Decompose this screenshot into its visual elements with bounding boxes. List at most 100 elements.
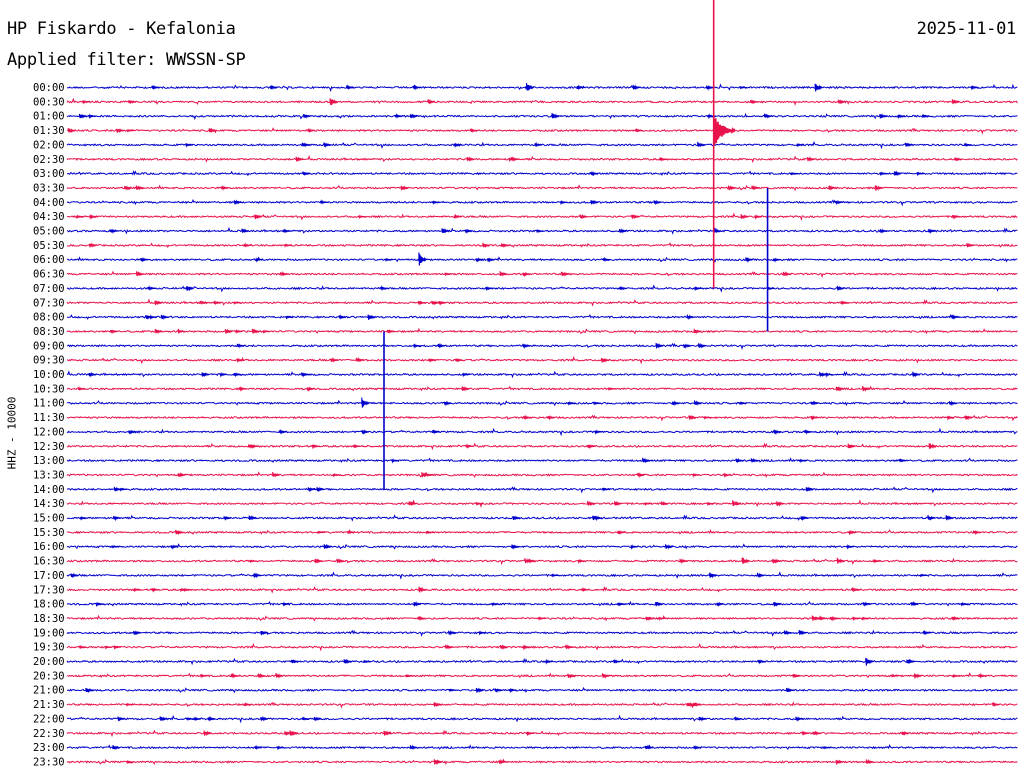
event-burst: [645, 616, 654, 622]
event-burst: [897, 113, 906, 120]
event-burst: [95, 601, 104, 608]
event-burst: [251, 328, 261, 334]
event-burst: [394, 113, 403, 119]
event-burst: [147, 285, 156, 291]
event-burst: [898, 458, 907, 463]
event-burst: [922, 113, 930, 119]
event-burst: [750, 99, 759, 105]
row-time-label: 18:00: [33, 599, 65, 611]
event-burst: [260, 630, 269, 636]
row-time-label: 11:00: [33, 398, 65, 410]
event-burst: [487, 257, 496, 263]
row-time-label: 10:00: [33, 369, 65, 381]
row-time-label: 21:00: [33, 685, 65, 697]
event-burst: [199, 300, 208, 305]
event-burst: [978, 672, 987, 679]
event-burst: [418, 252, 427, 266]
event-burst: [126, 759, 134, 765]
row-time-label: 14:30: [33, 498, 65, 510]
event-burst: [879, 113, 888, 119]
event-burst: [128, 429, 137, 435]
event-burst: [865, 758, 874, 765]
row-time-label: 15:30: [33, 527, 65, 539]
event-burst: [112, 745, 121, 750]
event-burst: [545, 658, 554, 665]
event-burst: [660, 501, 669, 506]
trace-row: [66, 226, 1018, 235]
event-burst: [301, 372, 310, 377]
event-burst: [285, 315, 294, 320]
event-burst: [960, 601, 969, 607]
trace-row: [66, 327, 1018, 335]
event-burst: [421, 471, 430, 478]
trace-row: [67, 242, 1018, 249]
event-burst: [805, 486, 814, 492]
event-burst: [559, 199, 568, 206]
event-burst: [928, 228, 937, 235]
event-burst: [830, 615, 839, 622]
event-burst: [522, 644, 531, 651]
event-burst: [248, 515, 257, 521]
event-burst: [686, 314, 695, 321]
event-burst: [601, 673, 611, 679]
event-burst: [235, 328, 243, 335]
event-burst: [408, 501, 417, 507]
event-burst: [630, 544, 639, 550]
trace-row: [67, 686, 1018, 694]
event-burst: [448, 629, 457, 637]
row-time-label: 19:00: [33, 627, 65, 639]
event-burst: [644, 501, 653, 507]
event-burst: [88, 371, 97, 378]
event-burst: [320, 199, 329, 205]
event-burst: [283, 243, 292, 248]
event-burst: [177, 329, 186, 334]
trace-row: [66, 743, 1018, 750]
event-burst: [804, 429, 813, 435]
event-burst: [444, 272, 453, 277]
event-burst: [741, 557, 750, 565]
event-burst: [291, 658, 300, 664]
event-burst: [835, 199, 844, 206]
event-burst: [254, 744, 263, 751]
trace-row: [66, 370, 1018, 379]
event-burst: [879, 171, 888, 177]
station-title: HP Fiskardo - Kefalonia: [7, 19, 236, 39]
event-burst: [427, 98, 436, 105]
event-burst: [241, 228, 250, 234]
event-burst: [203, 730, 212, 737]
event-burst: [110, 228, 119, 234]
event-burst: [587, 500, 596, 507]
event-burst: [645, 744, 654, 750]
row-time-label: 01:30: [33, 125, 65, 137]
row-time-label: 12:30: [33, 441, 65, 453]
event-burst: [773, 429, 782, 436]
event-burst: [946, 415, 955, 421]
event-burst: [799, 458, 807, 464]
row-time-label: 07:30: [33, 297, 65, 309]
event-burst: [448, 688, 457, 693]
event-burst: [207, 715, 216, 722]
event-burst: [282, 601, 291, 607]
event-burst: [428, 357, 437, 363]
event-burst: [893, 170, 902, 177]
event-burst: [89, 213, 98, 220]
event-burst: [739, 86, 748, 90]
event-burst: [433, 702, 442, 708]
event-burst: [579, 214, 588, 220]
event-burst: [224, 328, 233, 334]
event-burst: [475, 501, 484, 506]
event-burst: [693, 400, 702, 407]
event-burst: [361, 397, 370, 408]
row-time-label: 06:00: [33, 254, 65, 266]
event-burst: [113, 515, 122, 522]
event-burst: [693, 744, 702, 750]
event-burst: [796, 142, 805, 148]
trace-row: [67, 83, 1018, 93]
event-burst: [417, 300, 426, 306]
event-burst: [307, 487, 316, 493]
event-burst: [740, 214, 749, 220]
trace-row: [66, 600, 1018, 607]
event-burst: [77, 386, 86, 391]
event-burst: [655, 601, 664, 607]
event-burst: [683, 343, 692, 350]
